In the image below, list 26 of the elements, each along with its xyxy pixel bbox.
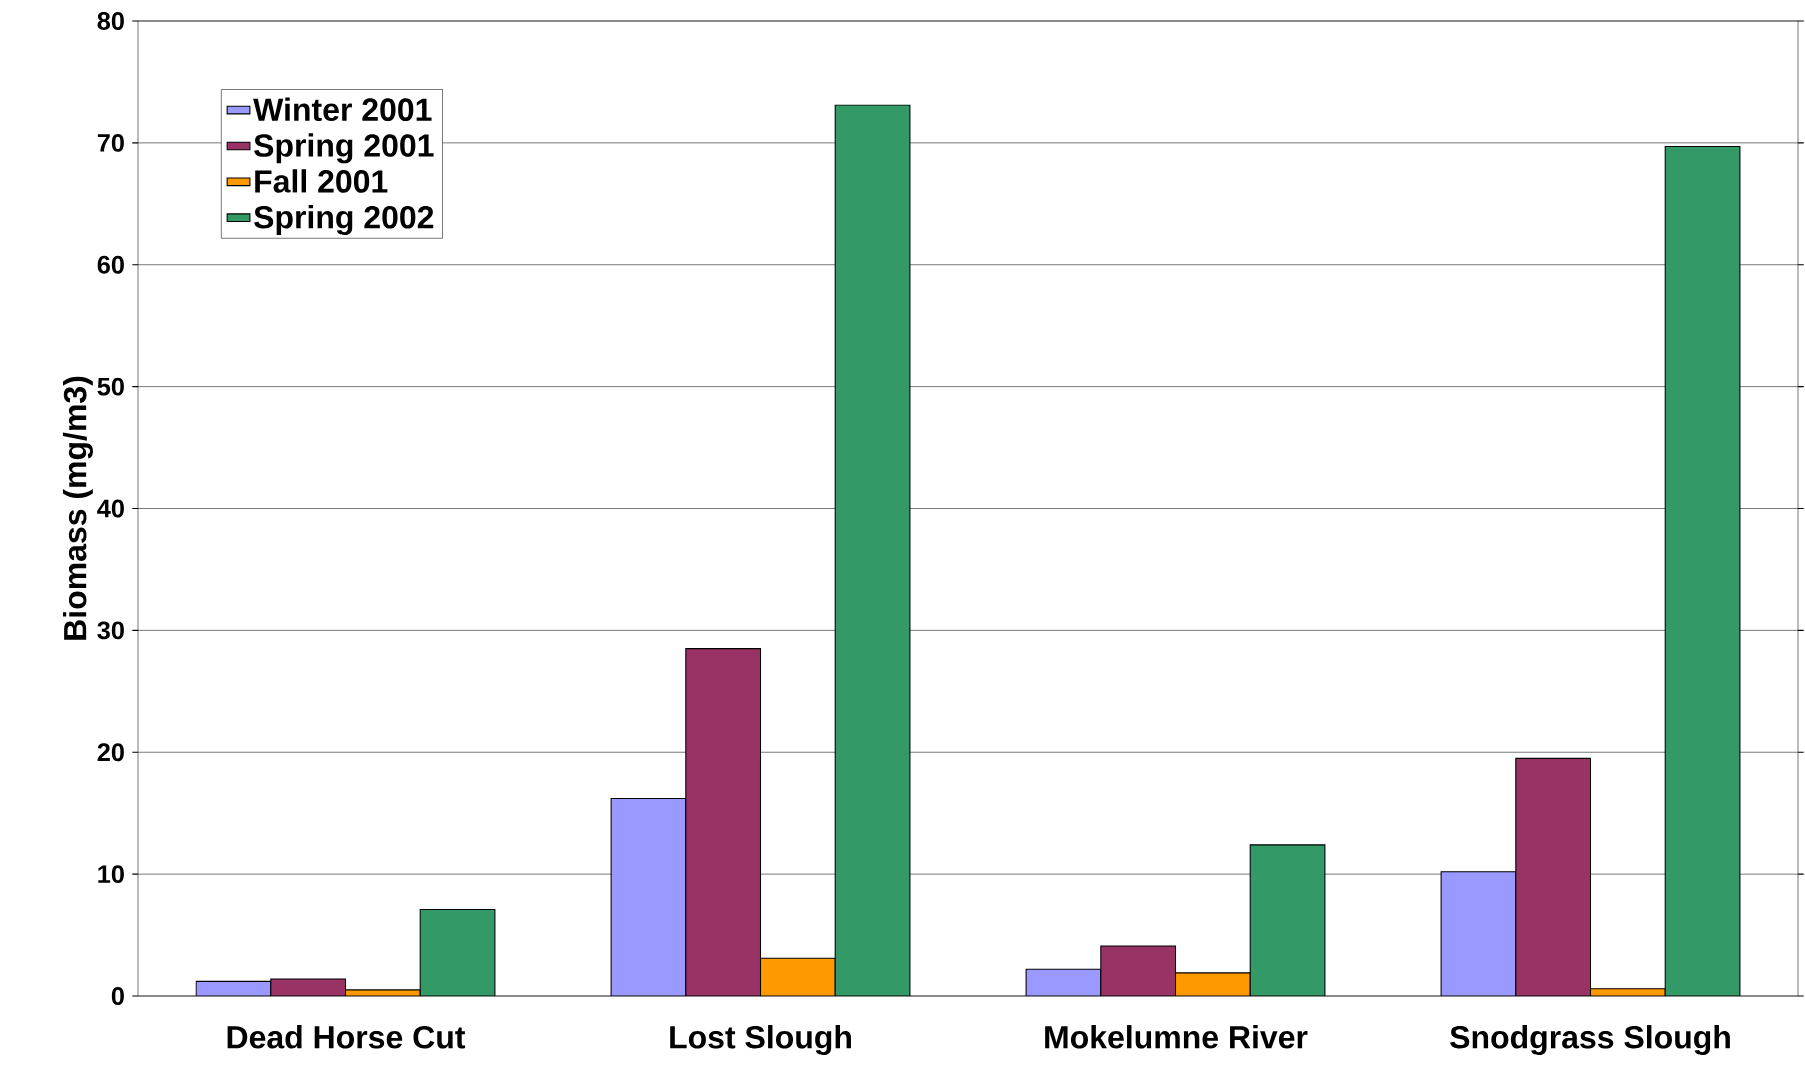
bar: [1515, 757, 1592, 996]
bar: [1174, 972, 1251, 996]
y-tick-label: 30: [97, 621, 124, 640]
x-tick-label: Mokelumne River: [1045, 1025, 1308, 1049]
bar: [610, 798, 687, 996]
bar: [759, 957, 836, 996]
bar: [685, 648, 762, 996]
bar: [1440, 871, 1517, 996]
legend-label: Winter 2001: [253, 97, 432, 122]
y-tick-label: 50: [97, 377, 124, 396]
x-tick-label: Snodgrass Slough: [1450, 1025, 1730, 1056]
y-axis-title: Biomass (mg/m3): [62, 376, 93, 640]
y-tick-label: 40: [97, 499, 124, 518]
x-tick-label: Dead Horse Cut: [227, 1025, 466, 1049]
bar: [1100, 945, 1177, 996]
x-tick-label: Lost Slough: [670, 1025, 851, 1056]
y-tick-label: 10: [98, 865, 124, 884]
legend-label: Fall 2001: [255, 169, 388, 193]
y-tick-label: 70: [97, 133, 124, 152]
y-tick-label: 20: [97, 743, 124, 762]
legend-label: Spring 2002: [254, 205, 434, 236]
legend-label: Spring 2001: [254, 133, 434, 164]
bar: [1025, 968, 1102, 996]
y-tick-label: 60: [97, 255, 124, 274]
y-tick-label: 80: [97, 12, 124, 30]
y-tick-label: 0: [111, 987, 124, 1005]
